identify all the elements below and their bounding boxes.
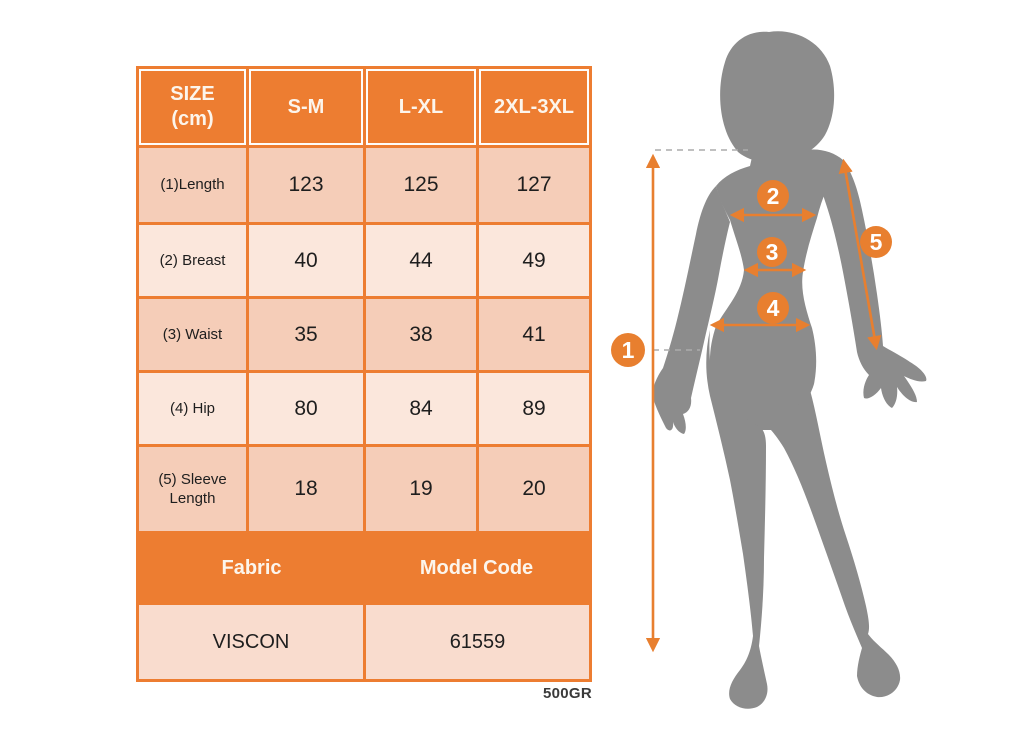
marker-circle-4 <box>757 292 789 324</box>
fabric-header: Fabric <box>221 556 282 579</box>
row-label-hip: (4) Hip <box>139 373 246 444</box>
body-silhouette-diagram: 1 2 3 4 5 <box>611 31 927 709</box>
row-label-breast: (2) Breast <box>139 225 246 296</box>
marker-number-2: 2 <box>767 183 780 209</box>
col-header-size: SIZE (cm) <box>139 69 246 145</box>
hip-value-lxl: 84 <box>366 373 476 444</box>
marker-circle-1 <box>611 333 645 367</box>
fabric-value: VISCON <box>139 605 363 679</box>
sleeve-value-lxl: 19 <box>366 447 476 531</box>
sleeve-value-2xl3xl: 20 <box>479 447 589 531</box>
marker-badges: 1 2 3 4 5 <box>611 180 892 367</box>
col-header-l-xl: L-XL <box>366 69 476 145</box>
woman-silhouette-icon <box>652 31 927 709</box>
weight-note: 500GR <box>542 685 592 702</box>
marker-number-1: 1 <box>622 337 635 363</box>
row-label-waist: (3) Waist <box>139 299 246 370</box>
col-header-s-m: S-M <box>249 69 363 145</box>
breast-value-sm: 40 <box>249 225 363 296</box>
length-value-lxl: 125 <box>366 148 476 222</box>
marker-number-4: 4 <box>767 295 780 321</box>
fabric-modelcode-header-band: Fabric Model Code <box>139 534 589 602</box>
waist-value-sm: 35 <box>249 299 363 370</box>
size-table: SIZE (cm) S-M L-XL 2XL-3XL (1)Length 123… <box>136 66 592 682</box>
marker-number-3: 3 <box>766 239 779 265</box>
length-value-2xl3xl: 127 <box>479 148 589 222</box>
sleeve-value-sm: 18 <box>249 447 363 531</box>
breast-value-lxl: 44 <box>366 225 476 296</box>
waist-value-2xl3xl: 41 <box>479 299 589 370</box>
row-label-sleeve-length: (5) Sleeve Length <box>139 447 246 531</box>
marker-circle-3 <box>757 237 787 267</box>
model-code-value: 61559 <box>366 605 589 679</box>
row-label-length: (1)Length <box>139 148 246 222</box>
model-code-header: Model Code <box>419 556 534 579</box>
hip-value-2xl3xl: 89 <box>479 373 589 444</box>
waist-value-lxl: 38 <box>366 299 476 370</box>
measurement-figure: 1 2 3 4 5 <box>600 10 1020 737</box>
hip-value-sm: 80 <box>249 373 363 444</box>
length-value-sm: 123 <box>249 148 363 222</box>
col-header-2xl-3xl: 2XL-3XL <box>479 69 589 145</box>
measurement-arrows <box>645 153 882 653</box>
marker-circle-2 <box>757 180 789 212</box>
marker-number-5: 5 <box>870 229 883 255</box>
sleeve-arrow <box>838 158 882 351</box>
marker-circle-5 <box>860 226 892 258</box>
breast-value-2xl3xl: 49 <box>479 225 589 296</box>
